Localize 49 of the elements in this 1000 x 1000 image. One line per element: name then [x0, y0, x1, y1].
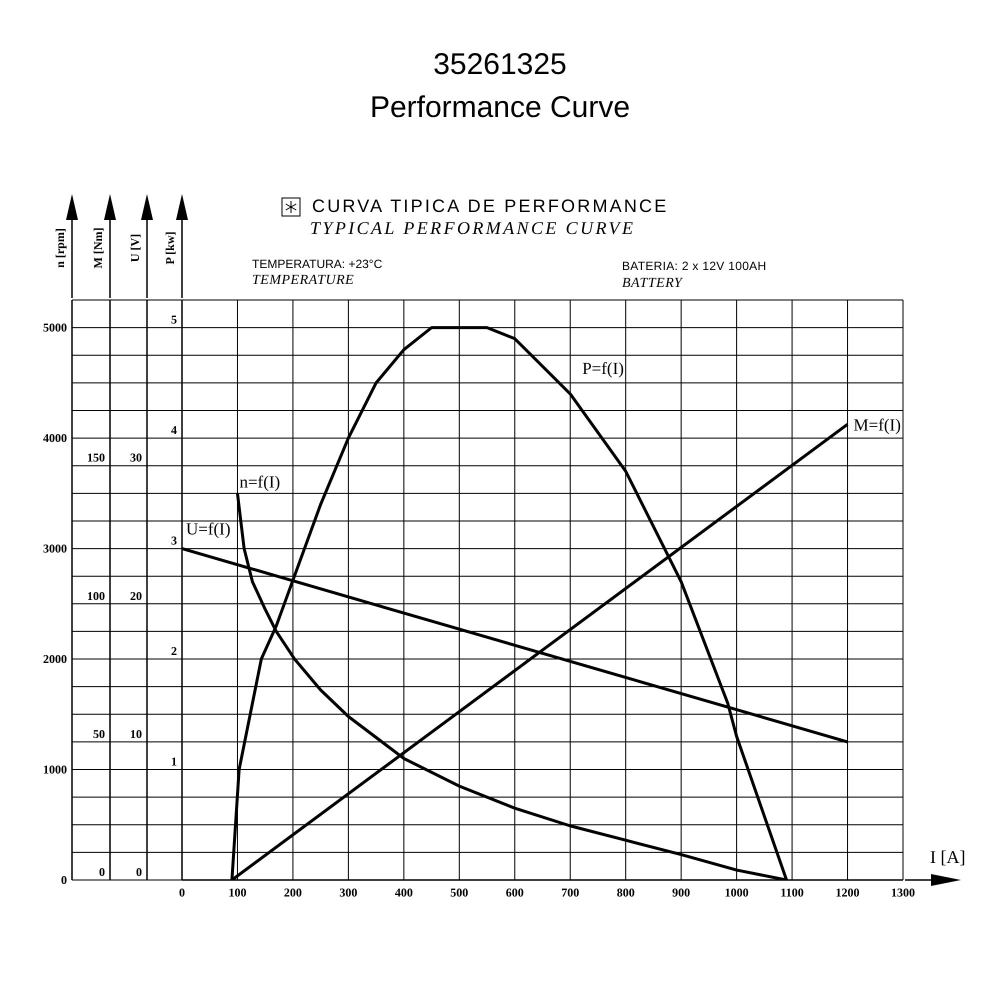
y-tick-label: 3000: [43, 542, 67, 556]
y-tick-label: 4: [171, 423, 177, 438]
y-tick-label: 2000: [43, 652, 67, 666]
y-tick-label: 2: [171, 644, 177, 658]
y-tick-label: 3: [171, 534, 177, 548]
x-tick-label: 300: [339, 886, 358, 900]
y2-tick-label: 0: [99, 865, 105, 879]
x-tick-label: 200: [284, 886, 302, 900]
y-axis-title: P [kw]: [163, 231, 177, 264]
x-tick-label: 900: [672, 886, 690, 900]
series-label: n=f(I): [239, 472, 280, 492]
y-tick-label: 4000: [43, 431, 67, 446]
y-tick-label: 0: [61, 873, 67, 887]
y-tick-label: 5000: [43, 320, 67, 335]
x-tick-label: 600: [506, 886, 524, 900]
y3-tick-label: 20: [130, 588, 142, 603]
text: BATTERY: [622, 276, 682, 291]
y-tick-label: 1000: [43, 762, 67, 777]
x-tick-label: 800: [616, 886, 635, 900]
text: CURVA TIPICA DE PERFORMANCE: [312, 196, 668, 216]
y3-tick-label: 10: [130, 726, 142, 741]
series-label: P=f(I): [582, 358, 624, 378]
x-tick-label: 700: [561, 886, 580, 900]
text: TYPICAL PERFORMANCE CURVE: [310, 218, 636, 238]
x-tick-label: 400: [394, 886, 413, 900]
y-tick-label: 1: [171, 754, 177, 769]
text: TEMPERATURE: [252, 273, 354, 288]
text: BATERIA: 2 x 12V 100AH: [622, 259, 766, 273]
y3-tick-label: 0: [136, 865, 142, 879]
series-label: U=f(I): [186, 520, 231, 539]
y3-tick-label: 30: [130, 450, 142, 465]
y-tick-label: 5: [171, 312, 177, 327]
y2-axis-title: M [Nm]: [91, 228, 105, 268]
chart-subtitle: Performance Curve: [368, 91, 632, 125]
x-tick-label: 1300: [891, 886, 915, 900]
text: TEMPERATURA: +23°C: [252, 257, 382, 271]
x-tick-label: 1200: [836, 886, 860, 900]
x-tick-label: 1100: [780, 886, 804, 900]
series-label: M=f(I): [854, 415, 901, 434]
chart-title: 35261325: [432, 48, 568, 82]
y2-tick-label: 100: [87, 588, 105, 603]
y2-tick-label: 150: [87, 450, 105, 465]
y2-tick-label: 50: [93, 726, 105, 741]
x-tick-label: 1000: [724, 886, 749, 900]
x-tick-label: 500: [450, 886, 468, 900]
x-axis-title: I [A]: [930, 847, 966, 867]
y-axis-title: n [rpm]: [53, 228, 67, 268]
x-tick-label: 100: [228, 886, 246, 900]
y3-axis-title: U [V]: [128, 234, 142, 262]
